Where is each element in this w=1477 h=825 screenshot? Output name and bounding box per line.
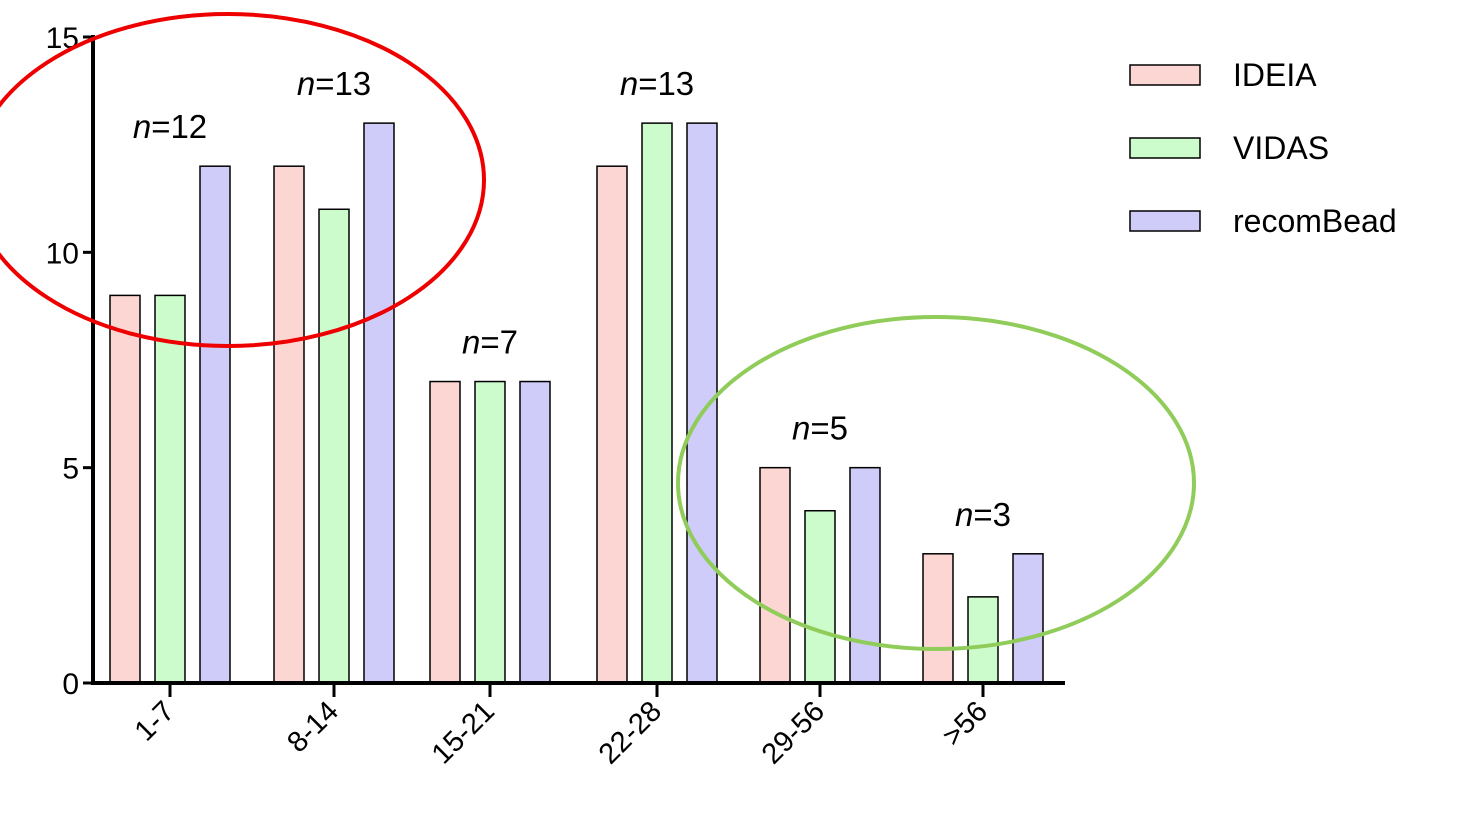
n-annotation: n=13	[297, 65, 371, 102]
legend-label-recombead: recomBead	[1233, 203, 1397, 239]
x-tick-label: 15-21	[426, 695, 501, 770]
bar-vidas-22-28	[641, 122, 673, 684]
bar-vidas-56	[967, 596, 999, 684]
highlight-ellipse-2	[676, 315, 1196, 651]
x-tick-label: >56	[937, 695, 994, 752]
y-tick-label: 10	[46, 237, 79, 270]
legend: IDEIA VIDAS recomBead	[1129, 57, 1397, 239]
legend-label-ideia: IDEIA	[1233, 57, 1317, 93]
bar-recombead-56	[1012, 553, 1044, 684]
bar-ideia-8-14	[273, 165, 305, 684]
bars-group	[109, 122, 1044, 684]
bar-vidas-8-14	[318, 208, 350, 684]
y-tick-label: 0	[62, 668, 79, 701]
highlight-ellipse-1	[0, 12, 486, 348]
legend-swatch-recombead	[1129, 210, 1201, 232]
bar-vidas-15-21	[474, 380, 506, 684]
n-annotation: n=13	[620, 65, 694, 102]
bar-ideia-29-56	[759, 466, 791, 684]
x-tick-label: 22-28	[593, 695, 668, 770]
x-tick-label: 1-7	[129, 695, 181, 747]
y-tick-label: 15	[46, 22, 79, 55]
x-tick-label: 29-56	[756, 695, 831, 770]
bar-recombead-22-28	[686, 122, 718, 684]
bar-vidas-29-56	[804, 509, 836, 684]
x-tick-label: 8-14	[281, 695, 345, 759]
bar-recombead-29-56	[849, 466, 881, 684]
legend-swatch-ideia	[1129, 64, 1201, 86]
legend-label-vidas: VIDAS	[1233, 130, 1329, 166]
n-annotation: n=12	[133, 108, 207, 145]
y-tick-label: 5	[62, 453, 79, 486]
bar-ideia-1-7	[109, 294, 141, 684]
bar-ideia-22-28	[596, 165, 628, 684]
n-annotation: n=5	[792, 410, 848, 447]
bar-vidas-1-7	[154, 294, 186, 684]
bar-ideia-15-21	[429, 380, 461, 684]
n-annotation: n=7	[462, 324, 518, 361]
bar-ideia-56	[922, 553, 954, 684]
legend-swatch-vidas	[1129, 137, 1201, 159]
bar-recombead-15-21	[519, 380, 551, 684]
bar-recombead-1-7	[199, 165, 231, 684]
annotations-group: n=12 n=13 n=7 n=13 n=5 n=3	[133, 65, 1011, 533]
n-annotation: n=3	[955, 496, 1011, 533]
bar-recombead-8-14	[363, 122, 395, 684]
highlights-group	[0, 12, 1196, 651]
